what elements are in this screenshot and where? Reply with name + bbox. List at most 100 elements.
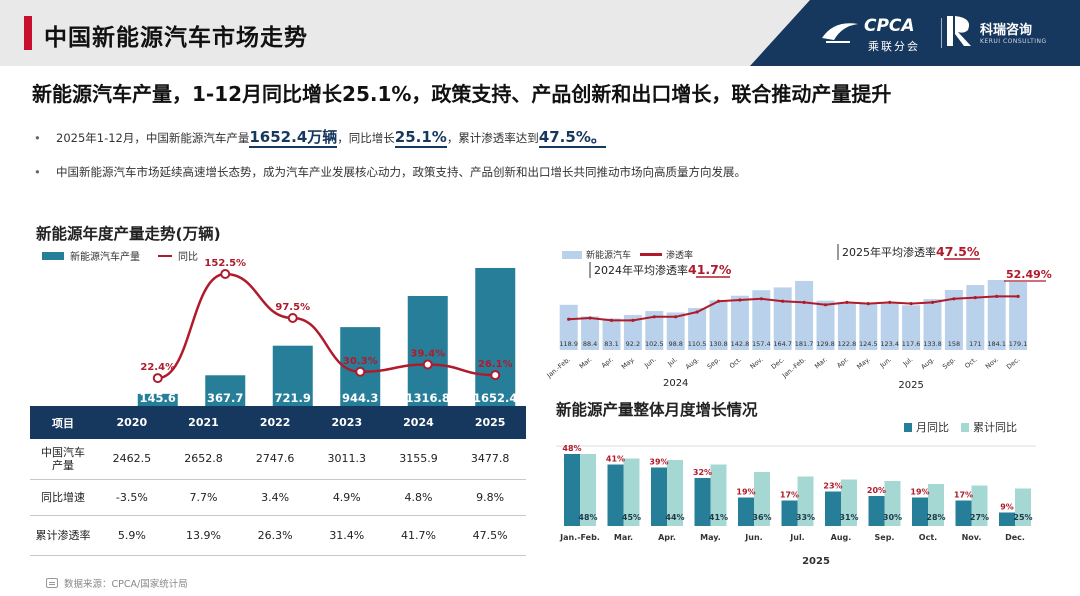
monthly-growth-chart: 48% 48% Jan.-Feb. 41% 45% Mar. 39% 44% Apr. 32% 41… — [556, 444, 1036, 567]
tick-month-14: May. — [855, 355, 871, 370]
bar-label-monthly-13: 122.8 — [838, 340, 857, 348]
tick-month-5: Jul. — [789, 533, 804, 542]
table-row-label: 累计渗透率 — [30, 515, 96, 556]
bar-label-output-2024: 1316.8 — [406, 391, 450, 405]
table-header-cell: 2021 — [167, 406, 240, 439]
legend-swatch-nev — [562, 251, 582, 259]
kerui-logo: 科瑞咨询 KERUI CONSULTING — [946, 14, 1076, 54]
table-header-cell: 2024 — [382, 406, 455, 439]
bar-monthly-1 — [581, 316, 600, 350]
point-penetration-10 — [781, 299, 785, 303]
bar-label-monthly-10: 164.7 — [773, 340, 792, 348]
bullet-dot: • — [34, 131, 41, 145]
table-cell: 9.8% — [454, 479, 526, 516]
label-cumulative-yoy-9: 27% — [970, 513, 989, 522]
tick-month-10: Dec. — [770, 355, 786, 371]
table-row-label: 同比增速 — [30, 479, 96, 516]
bar-label-monthly-2: 83.1 — [604, 340, 618, 348]
label-cumulative-yoy-1: 45% — [622, 513, 641, 522]
bar-output-2020 — [137, 393, 178, 406]
table-cell: 41.7% — [382, 515, 455, 556]
growth-highlight: 25.1% — [394, 128, 447, 148]
label-monthly-yoy-8: 19% — [910, 488, 929, 497]
bar-output-2021 — [205, 375, 246, 406]
annual-chart-legend: 新能源汽车产量 同比 — [42, 248, 198, 263]
bar-monthly-3 — [623, 314, 642, 350]
bar-monthly-12 — [816, 300, 835, 350]
label-line: 产量 — [52, 458, 74, 472]
tick-month-12: Mar. — [813, 355, 829, 370]
annotation-2024-avg: 2024年平均渗透率41.7% — [594, 262, 732, 277]
bar-cumulative-yoy-1 — [623, 458, 640, 526]
tick-month-21: Dec. — [1005, 355, 1021, 371]
table-row: 同比增速 -3.5% 7.7% 3.4% 4.9% 4.8% 9.8% — [30, 479, 526, 516]
bullet-text: 中国新能源汽车市场延续高速增长态势，成为汽车产业发展核心动力，政策支持、产品创新… — [56, 165, 746, 179]
bullet-text: 2025年1-12月，中国新能源汽车产量 — [56, 131, 250, 145]
bar-cumulative-yoy-3 — [710, 464, 727, 526]
bar-label-monthly-3: 92.2 — [626, 340, 640, 348]
cpca-logo-sub: 乘联分会 — [868, 40, 920, 53]
data-source: 数据来源：CPCA/国家统计局 — [46, 576, 188, 590]
table-header-cell: 2025 — [454, 406, 526, 439]
tick-month-6: Aug. — [684, 355, 700, 371]
legend-label-cumulative: 累计同比 — [973, 421, 1017, 434]
kerui-logo-sub: KERUI CONSULTING — [980, 38, 1047, 45]
monthly-growth-legend: 月同比 累计同比 — [904, 419, 1017, 435]
tick-month-16: Jul. — [901, 355, 915, 368]
label-cumulative-yoy-2: 44% — [665, 513, 684, 522]
label-yoy-2025: 26.1% — [478, 359, 513, 370]
bar-output-2023 — [340, 327, 381, 406]
point-penetration-11 — [802, 300, 806, 304]
tick-month-10: Dec. — [1005, 533, 1025, 542]
bar-monthly-15 — [880, 303, 899, 350]
bar-monthly-14 — [859, 302, 878, 350]
bar-label-monthly-19: 171 — [969, 340, 981, 348]
label-monthly-yoy-9: 17% — [954, 491, 973, 500]
bar-monthly-18 — [944, 289, 963, 350]
point-yoy-2024 — [422, 359, 433, 370]
tick-month-13: Apr. — [835, 355, 850, 369]
bar-label-output-2020: 145.6 — [140, 391, 176, 405]
bar-monthly-0 — [559, 304, 578, 350]
table-cell: 47.5% — [454, 515, 526, 556]
point-penetration-4 — [652, 315, 656, 319]
tick-month-5: Jul. — [665, 355, 679, 368]
bar-label-monthly-14: 124.5 — [859, 340, 878, 348]
label-monthly-yoy-6: 23% — [823, 482, 842, 491]
bar-monthly-yoy-6 — [825, 491, 841, 526]
bar-label-monthly-8: 142.8 — [731, 340, 750, 348]
bar-monthly-13 — [837, 303, 856, 350]
bar-label-output-2022: 721.9 — [275, 391, 311, 405]
kerui-logo-icon — [947, 16, 971, 46]
point-penetration-2 — [609, 318, 614, 322]
penetration-highlight: 47.5%。 — [538, 128, 606, 148]
tick-month-6: Aug. — [831, 533, 852, 542]
tick-month-20: Nov. — [984, 355, 1000, 370]
label-cumulative-yoy-7: 30% — [883, 513, 902, 522]
table-cell: 2652.8 — [167, 439, 240, 480]
bar-monthly-7 — [709, 300, 728, 350]
point-penetration-16 — [909, 302, 913, 306]
annual-output-chart: 145.6 367.7 721.9 944.3 1316.8 1652.4 22.4% 152… — [137, 258, 517, 406]
tick-month-3: May. — [700, 533, 721, 542]
table-cell: 5.9% — [96, 515, 168, 556]
bar-label-monthly-16: 117.6 — [902, 340, 921, 348]
bar-monthly-yoy-0 — [564, 454, 580, 526]
table-header-row: 项目 2020 2021 2022 2023 2024 2025 — [30, 406, 526, 439]
page-title: 中国新能源汽车市场走势 — [44, 25, 308, 51]
point-yoy-2025 — [490, 370, 501, 381]
point-yoy-2021 — [220, 269, 231, 279]
table-cell: 13.9% — [167, 515, 240, 556]
cpca-logo-icon — [822, 23, 858, 43]
bar-cumulative-yoy-5 — [797, 476, 814, 526]
bar-monthly-10 — [773, 287, 792, 350]
point-penetration-19 — [973, 296, 977, 300]
tick-month-8: Oct. — [728, 355, 743, 370]
annotation-2025-avg: 2025年平均渗透率47.5% — [842, 244, 980, 259]
table-row: 中国汽车 产量 2462.5 2652.8 2747.6 3011.3 3155.… — [30, 439, 526, 480]
point-penetration-0 — [567, 317, 571, 321]
point-penetration-3 — [631, 318, 635, 322]
headline: 新能源汽车产量，1-12月同比增长25.1%，政策支持、产品创新和出口增长，联合… — [32, 82, 892, 106]
year-label-2024: 2024 — [663, 378, 688, 389]
label-yoy-2024: 39.4% — [410, 348, 445, 359]
